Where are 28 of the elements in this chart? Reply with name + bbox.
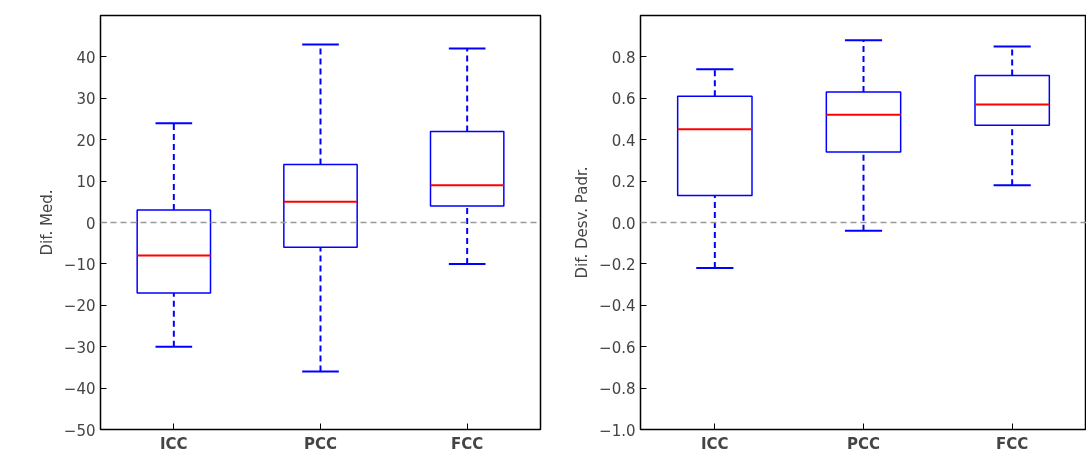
x-tick-label: ICC — [160, 434, 188, 453]
y-tick-label: 0 — [85, 214, 96, 233]
x-tick-label: PCC — [303, 434, 338, 453]
y-tick-label: 0.0 — [611, 214, 636, 233]
y-tick-label: 30 — [76, 90, 96, 109]
y-tick-label: −0.8 — [599, 380, 636, 399]
y-tick-label: 10 — [76, 173, 96, 192]
y-tick-label: 40 — [76, 48, 96, 67]
y-tick-label: 0.6 — [611, 90, 636, 109]
y-tick-label: 0.4 — [611, 131, 636, 150]
y-tick-label: −0.4 — [599, 297, 636, 316]
y-tick-label: −0.2 — [599, 255, 636, 274]
y-tick-label: 20 — [76, 131, 96, 150]
x-tick-label: ICC — [701, 434, 729, 453]
x-tick-label: FCC — [996, 434, 1029, 453]
y-tick-label: −20 — [63, 297, 96, 316]
y-tick-label: −30 — [63, 338, 96, 357]
x-tick-label: FCC — [451, 434, 484, 453]
y-axis-title: Dif. Med. — [37, 189, 56, 256]
y-tick-label: −10 — [63, 255, 96, 274]
y-tick-label: −40 — [63, 380, 96, 399]
y-tick-label: 0.2 — [611, 173, 636, 192]
x-tick-label: PCC — [846, 434, 881, 453]
y-tick-label: −50 — [63, 421, 96, 440]
y-tick-label: −1.0 — [599, 421, 636, 440]
y-tick-label: 0.8 — [611, 48, 636, 67]
y-tick-label: −0.6 — [599, 338, 636, 357]
y-axis-title: Dif. Desv. Padr. — [573, 166, 592, 279]
